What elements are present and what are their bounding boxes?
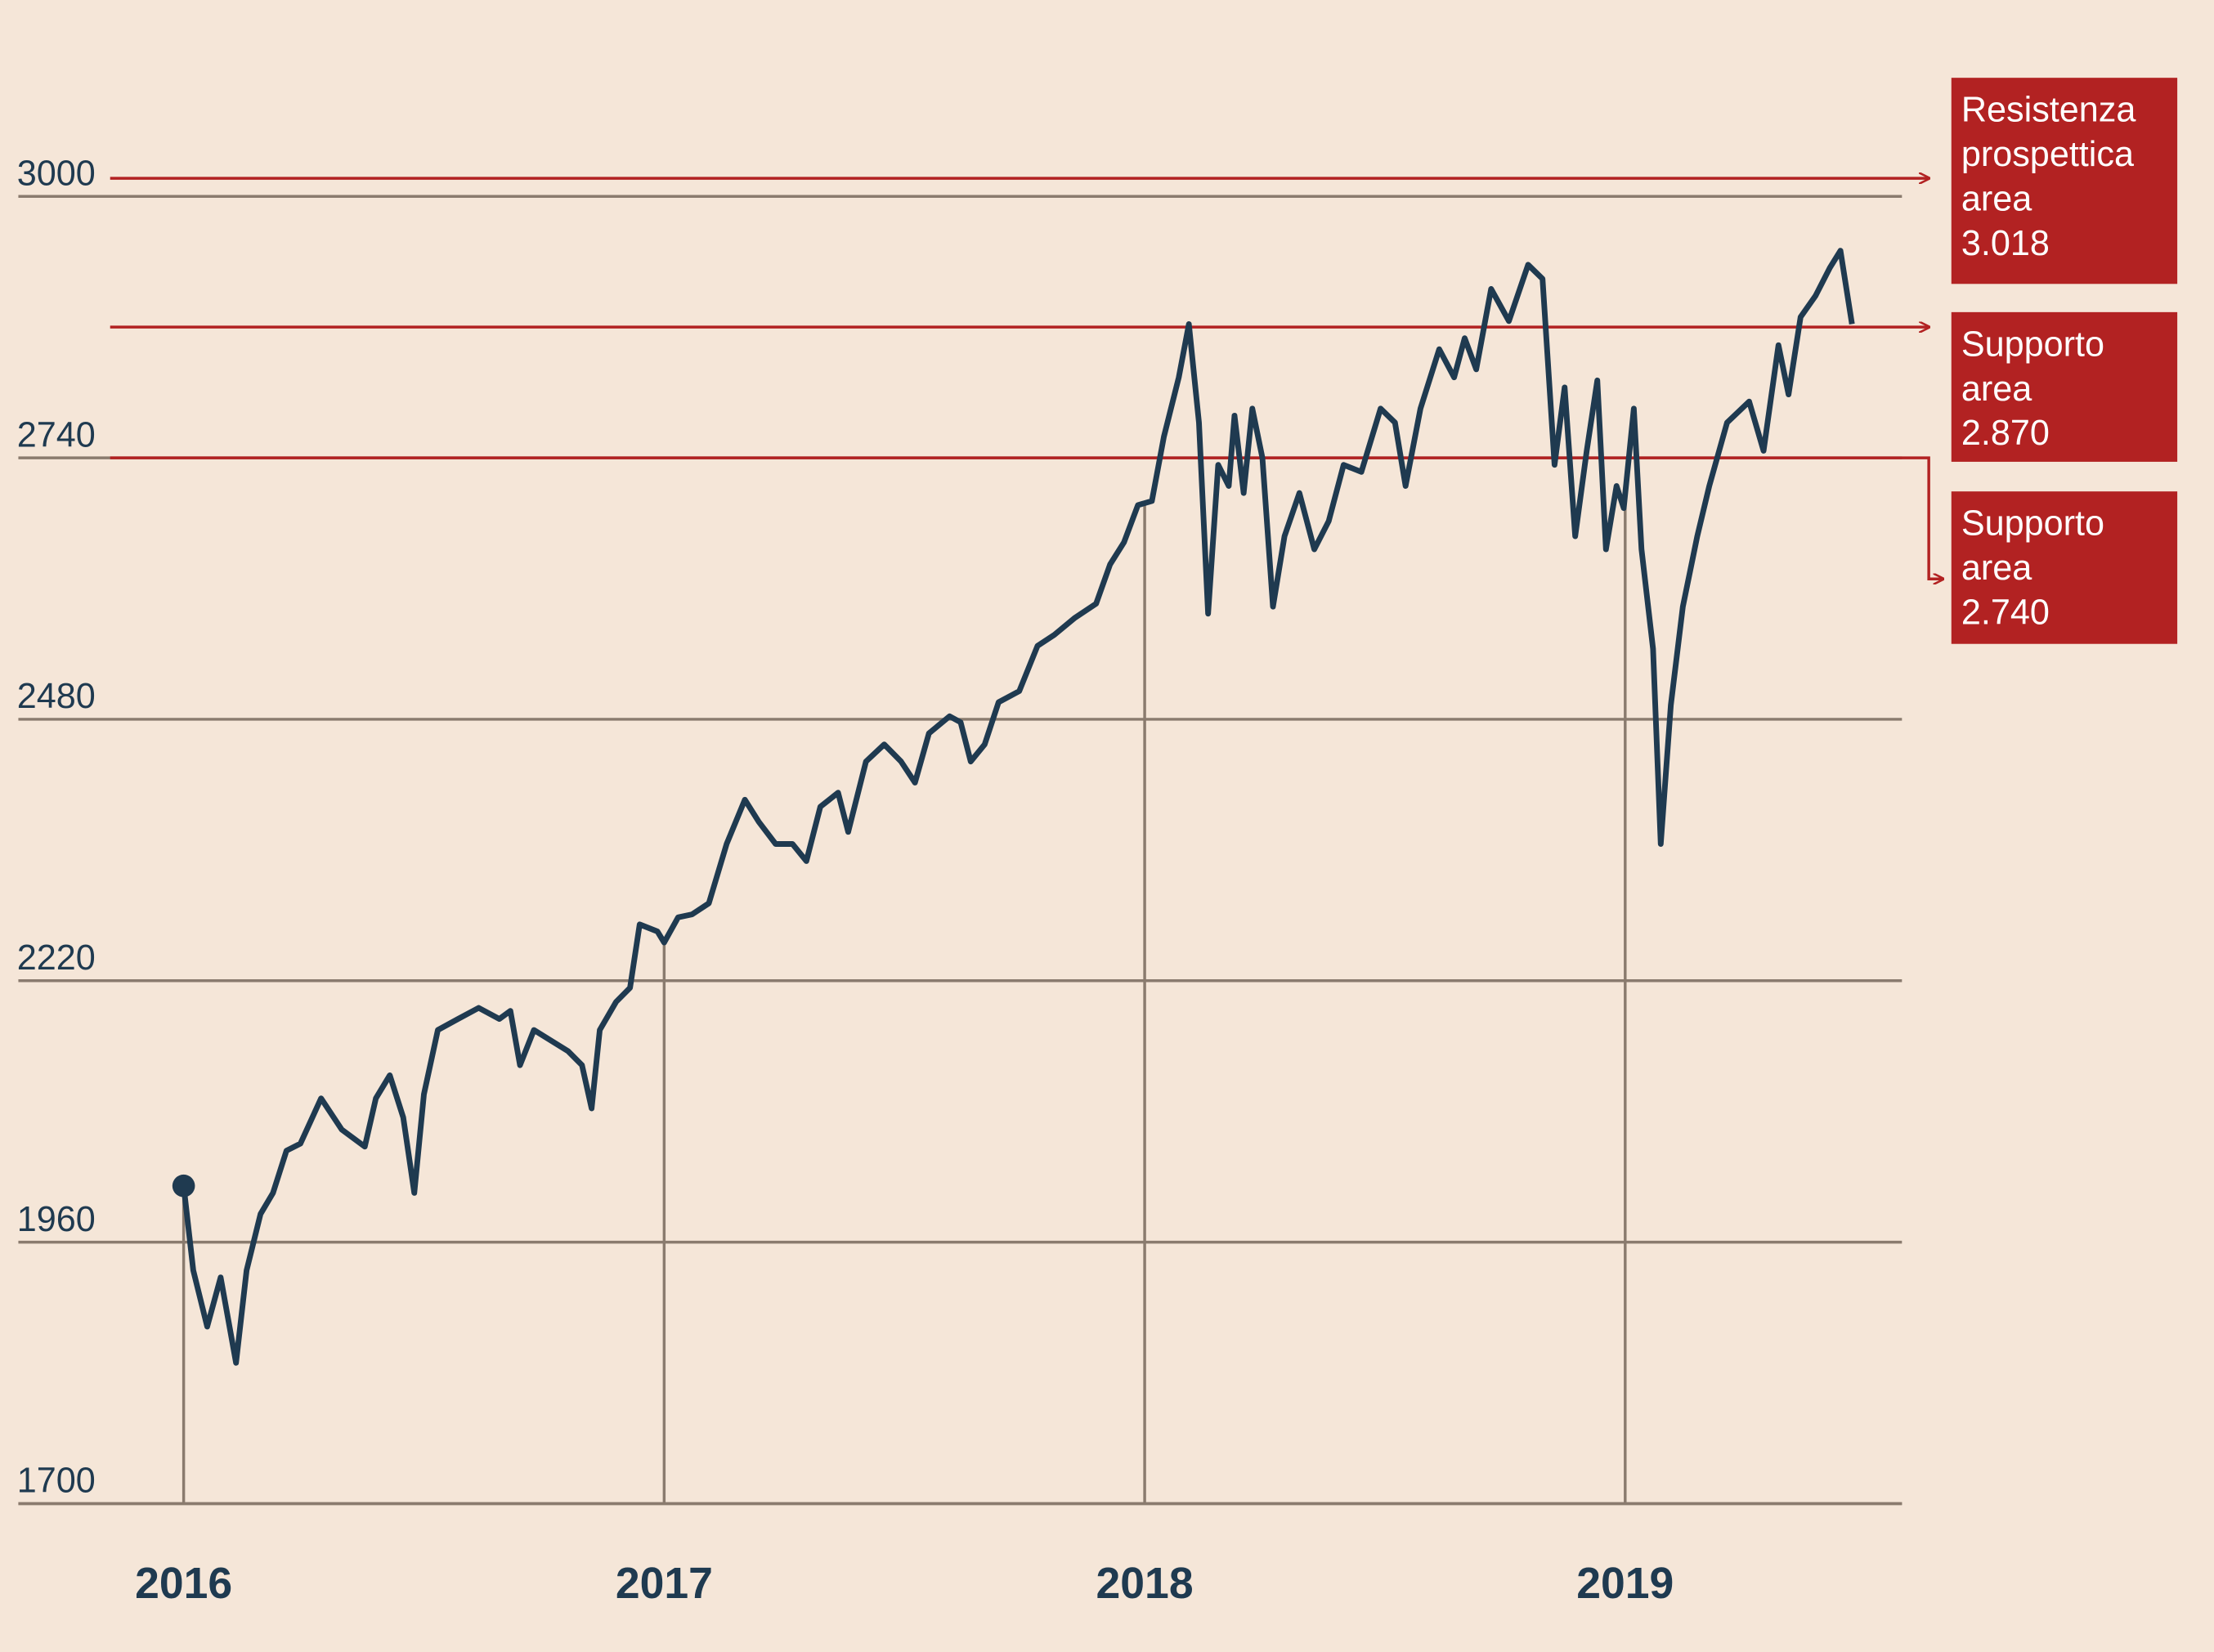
- y-tick-label: 2220: [17, 938, 96, 978]
- start-point: [172, 1174, 195, 1198]
- annotation-label: area: [1961, 369, 2032, 409]
- annotation-label: prospettica: [1961, 135, 2134, 174]
- annotation-label: area: [1961, 180, 2032, 219]
- x-tick-label: 2019: [1576, 1560, 1674, 1608]
- y-tick-label: 1960: [17, 1200, 96, 1239]
- x-tick-label: 2017: [616, 1560, 713, 1608]
- price-line: [181, 248, 1855, 1366]
- annotation-label: Supporto: [1961, 325, 2104, 364]
- annotation-label: area: [1961, 548, 2032, 588]
- x-tick-label: 2018: [1096, 1560, 1194, 1608]
- annotation-label: 2.870: [1961, 414, 2050, 453]
- x-tick-label: 2016: [135, 1560, 232, 1608]
- annotation-box: [1951, 311, 2178, 462]
- y-tick-label: 2480: [17, 677, 96, 716]
- annotation-box: [1951, 78, 2178, 284]
- annotation-label: Resistenza: [1961, 91, 2136, 130]
- annotation-box: [1951, 491, 2178, 644]
- annotation-label: Supporto: [1961, 504, 2104, 544]
- y-tick-label: 1700: [17, 1462, 96, 1501]
- y-tick-label: 3000: [17, 154, 96, 193]
- y-tick-label: 2740: [17, 415, 96, 454]
- annotation-label: 2.740: [1961, 593, 2050, 633]
- reference-line: [110, 456, 1943, 579]
- annotation-label: 3.018: [1961, 224, 2050, 263]
